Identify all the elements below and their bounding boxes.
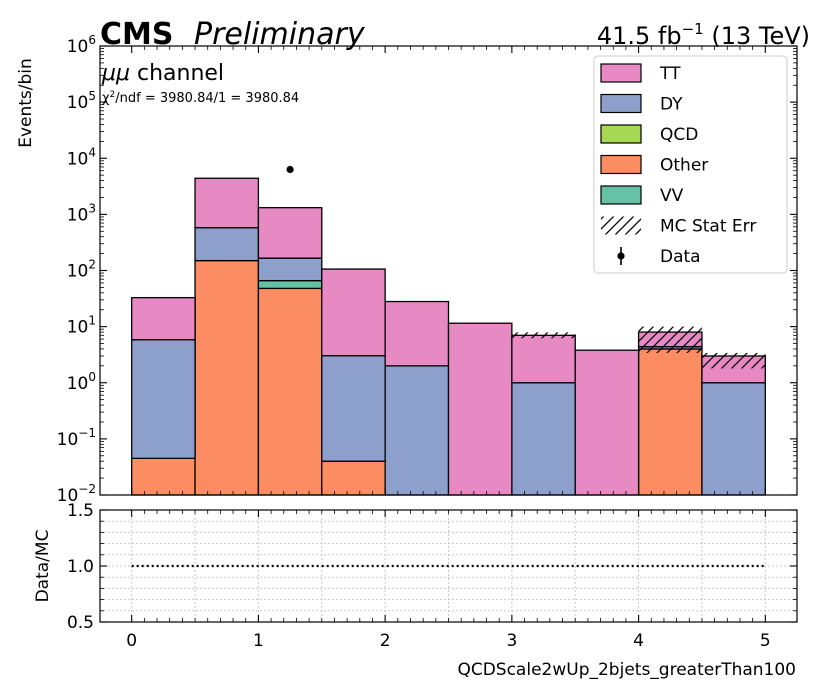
main-panel: 10−2 10−1 100 101 102 103 104 105 106 — [57, 33, 798, 506]
bar-dy-bin-6 — [511, 382, 576, 496]
bar-other-bin-1 — [194, 259, 260, 496]
stat-err-bin-9 — [701, 352, 766, 369]
ratio-xtick-label-3: 3 — [506, 631, 517, 651]
legend-swatch-vv — [600, 185, 642, 205]
chi2-label: χ2/ndf = 3980.84/1 = 3980.84 — [102, 90, 299, 106]
legend-swatch-dy — [600, 93, 642, 114]
legend-label-qcd: QCD — [660, 125, 698, 145]
legend-label-data: Data — [660, 247, 701, 267]
legend-swatch-mc-stat-err — [601, 216, 641, 235]
main-ytick-label-1: 10−1 — [57, 426, 96, 450]
preliminary-label: Preliminary — [194, 17, 366, 52]
channel-label: μμ channel — [101, 61, 224, 86]
legend-label-vv: VV — [660, 186, 684, 206]
bar-dy-bin-1 — [194, 227, 260, 262]
legend-label-other: Other — [660, 156, 708, 176]
cms-label: CMS — [100, 17, 173, 52]
bar-other-bin-0 — [131, 457, 196, 496]
stat-err-bin-8 — [638, 326, 702, 353]
x-axis-label: QCDScale2wUp_2bjets_greaterThan100 — [457, 660, 796, 680]
ratio-ytick-label-2: 1.5 — [67, 501, 94, 521]
main-ytick-label-5: 103 — [67, 201, 96, 225]
legend-swatch-other — [600, 154, 642, 175]
bar-dy-bin-4 — [384, 365, 450, 496]
bar-tt-bin-7 — [574, 349, 640, 496]
bar-dy-bin-2 — [257, 257, 323, 282]
bar-dy-bin-0 — [131, 339, 196, 459]
luminosity-label: 41.5 fb−1 (13 TeV) — [597, 20, 810, 50]
bar-vv-bin-2 — [257, 279, 323, 290]
bar-other-bin-2 — [257, 287, 323, 496]
bar-dy-bin-3 — [321, 354, 386, 462]
main-ytick-label-6: 104 — [67, 145, 96, 169]
ratio-ytick-label-1: 1.0 — [67, 557, 94, 577]
legend: TT DY QCD Other VV MC Stat Err Data — [593, 55, 788, 274]
main-ytick-label-7: 105 — [67, 89, 96, 113]
main-ytick-label-4: 102 — [67, 258, 96, 282]
bar-tt-bin-5 — [447, 322, 513, 496]
ratio-xtick-label-4: 4 — [633, 631, 644, 651]
bar-tt-bin-4 — [384, 300, 450, 367]
stat-err-bin-6 — [511, 332, 576, 339]
ratio-xtick-label-5: 5 — [760, 631, 771, 651]
legend-label-tt: TT — [659, 64, 681, 84]
bar-tt-bin-1 — [194, 177, 260, 229]
legend-marker-data — [617, 252, 625, 260]
bar-other-bin-3 — [321, 460, 386, 496]
bar-dy-bin-9 — [701, 382, 766, 496]
bar-tt-bin-2 — [257, 207, 323, 259]
ratio-xtick-label-0: 0 — [126, 631, 137, 651]
data-point-0 — [286, 165, 294, 174]
legend-label-dy: DY — [660, 95, 683, 115]
main-ytick-label-8: 106 — [67, 33, 96, 57]
bar-tt-bin-0 — [131, 296, 196, 341]
main-ytick-label-2: 100 — [67, 370, 96, 394]
bar-other-bin-8 — [637, 348, 703, 496]
bar-tt-bin-3 — [321, 268, 386, 357]
ratio-xtick-label-2: 2 — [380, 631, 391, 651]
bar-tt-bin-6 — [511, 334, 576, 384]
ratio-ytick-label-0: 0.5 — [67, 613, 94, 633]
main-y-axis-label: Events/bin — [16, 58, 36, 148]
ratio-panel: 0.5 1.0 1.5 0 1 2 3 4 5 — [67, 501, 798, 651]
legend-frame — [593, 55, 788, 274]
legend-label-mc-stat-err: MC Stat Err — [660, 217, 756, 237]
legend-swatch-qcd — [600, 124, 642, 144]
main-ytick-label-3: 101 — [67, 314, 96, 338]
legend-swatch-tt — [600, 63, 642, 83]
main-ytick-label-0: 10−2 — [57, 482, 96, 506]
ratio-y-axis-label: Data/MC — [33, 530, 53, 603]
ratio-xtick-label-1: 1 — [253, 631, 264, 651]
